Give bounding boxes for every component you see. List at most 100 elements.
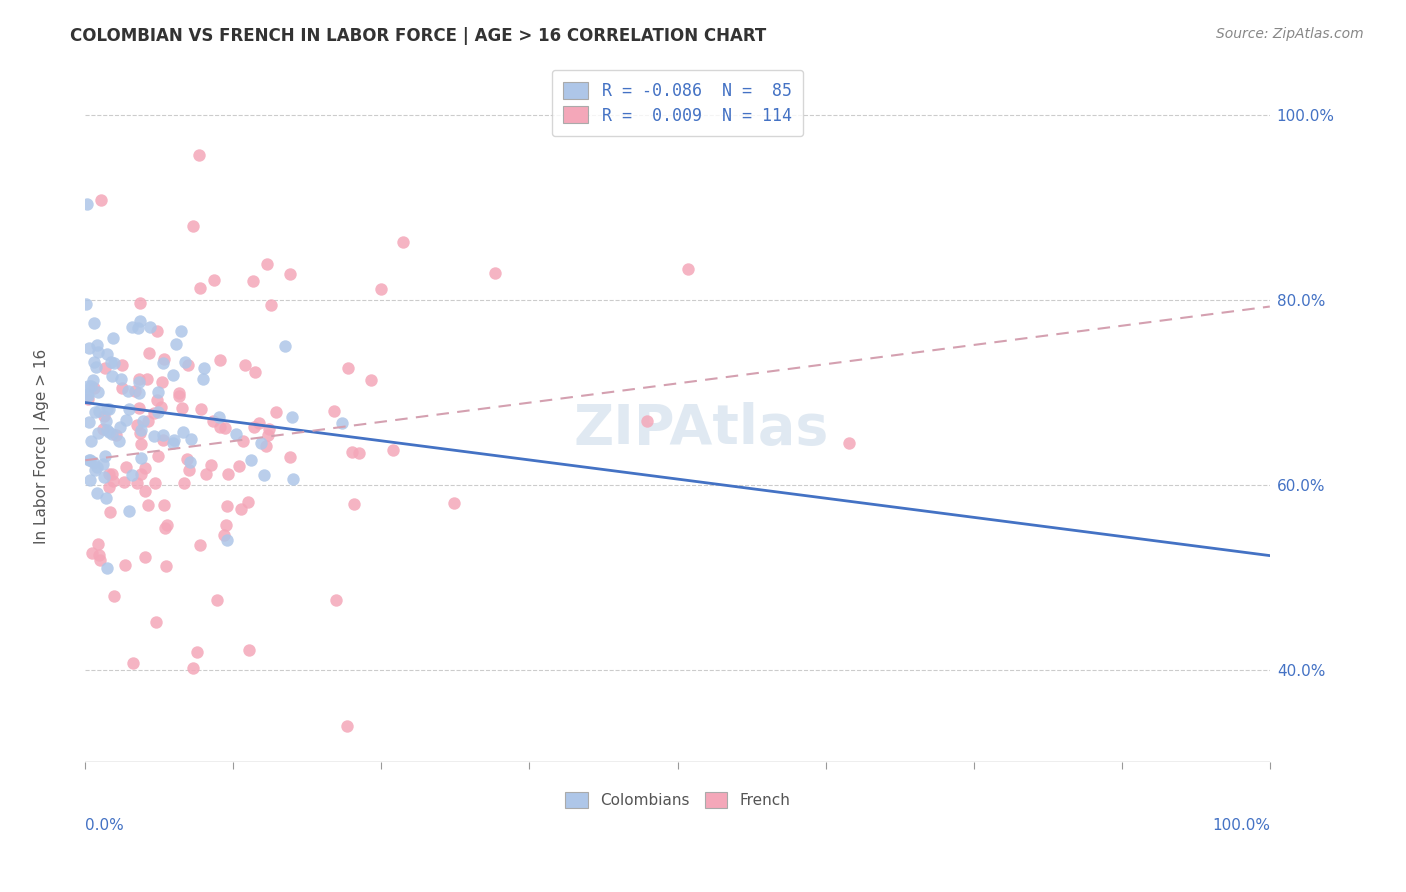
Point	[250, 436, 273, 450]
Point	[392, 235, 415, 249]
Point	[89, 404, 111, 418]
Point	[79, 473, 101, 487]
Point	[148, 385, 170, 400]
Point	[77, 341, 100, 355]
Point	[176, 452, 198, 467]
Point	[150, 400, 173, 414]
Point	[83, 381, 105, 395]
Point	[77, 453, 100, 467]
Point	[165, 337, 187, 351]
Point	[93, 409, 115, 423]
Point	[94, 414, 117, 428]
Point	[205, 593, 228, 607]
Point	[225, 427, 247, 442]
Point	[179, 463, 201, 477]
Point	[146, 405, 169, 419]
Point	[202, 414, 225, 428]
Point	[152, 433, 174, 447]
Point	[325, 592, 347, 607]
Point	[128, 386, 150, 401]
Point	[188, 538, 211, 552]
Point	[242, 274, 264, 288]
Point	[208, 410, 231, 425]
Point	[96, 423, 118, 437]
Point	[75, 296, 97, 310]
Point	[80, 546, 103, 560]
Point	[134, 549, 156, 564]
Point	[117, 384, 139, 398]
Point	[132, 414, 155, 428]
Point	[121, 319, 143, 334]
Point	[96, 560, 118, 574]
Point	[118, 503, 141, 517]
Point	[173, 475, 195, 490]
Point	[252, 468, 274, 483]
Point	[257, 422, 280, 436]
Point	[228, 458, 250, 473]
Point	[91, 458, 114, 472]
Point	[87, 425, 110, 440]
Point	[97, 480, 120, 494]
Point	[121, 467, 143, 482]
Point	[87, 384, 110, 399]
Point	[838, 435, 860, 450]
Point	[101, 467, 124, 482]
Point	[232, 434, 254, 448]
Point	[94, 360, 117, 375]
Point	[122, 657, 145, 671]
Point	[96, 347, 118, 361]
Point	[215, 499, 238, 513]
Point	[163, 433, 186, 447]
Point	[111, 381, 134, 395]
Point	[91, 422, 114, 436]
Point	[180, 432, 202, 446]
Point	[101, 427, 124, 442]
Point	[136, 415, 159, 429]
Point	[128, 375, 150, 389]
Point	[179, 455, 201, 469]
Point	[86, 337, 108, 351]
Point	[103, 355, 125, 369]
Point	[170, 324, 193, 338]
Point	[86, 537, 108, 551]
Point	[79, 452, 101, 467]
Point	[242, 774, 264, 789]
Point	[101, 474, 124, 488]
Point	[336, 361, 359, 376]
Point	[256, 257, 278, 271]
Point	[330, 416, 353, 430]
Point	[82, 455, 104, 469]
Point	[79, 415, 101, 429]
Text: COLOMBIAN VS FRENCH IN LABOR FORCE | AGE > 16 CORRELATION CHART: COLOMBIAN VS FRENCH IN LABOR FORCE | AGE…	[70, 27, 766, 45]
Point	[264, 405, 287, 419]
Point	[76, 386, 98, 401]
Point	[243, 420, 266, 434]
Point	[281, 410, 304, 425]
Point	[156, 518, 179, 533]
Point	[676, 261, 699, 276]
Point	[190, 402, 212, 417]
Point	[138, 346, 160, 360]
Point	[108, 419, 131, 434]
Legend: Colombians, French: Colombians, French	[555, 783, 800, 817]
Point	[118, 401, 141, 416]
Point	[214, 518, 236, 533]
Point	[86, 359, 108, 374]
Point	[186, 645, 208, 659]
Point	[172, 425, 194, 439]
Point	[98, 505, 121, 519]
Point	[281, 472, 304, 486]
Point	[128, 296, 150, 310]
Point	[84, 405, 107, 419]
Point	[200, 458, 222, 472]
Point	[94, 491, 117, 505]
Point	[142, 429, 165, 443]
Point	[360, 374, 382, 388]
Point	[77, 379, 100, 393]
Point	[125, 476, 148, 491]
Point	[128, 401, 150, 415]
Point	[174, 355, 197, 369]
Point	[93, 470, 115, 484]
Point	[170, 401, 193, 415]
Point	[443, 496, 465, 510]
